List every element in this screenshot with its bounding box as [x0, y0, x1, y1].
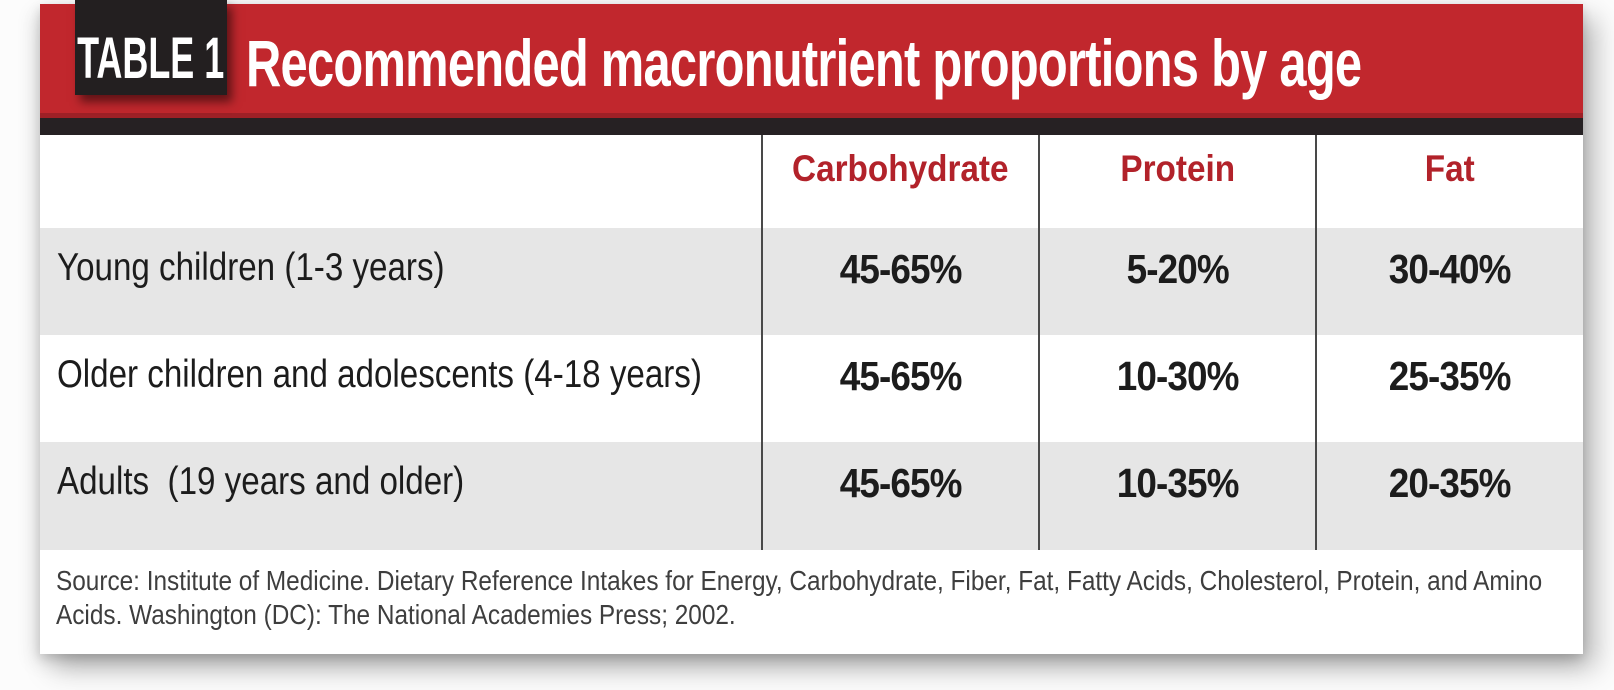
table-row: Older children and adolescents (4-18 yea… [40, 335, 1583, 442]
row-value-cell: 20-35% [1317, 442, 1583, 550]
data-table: Carbohydrate Protein Fat Young children … [40, 135, 1583, 550]
row-value-cell: 5-20% [1040, 228, 1317, 335]
table-row: Adults (19 years and older) 45-65% 10-35… [40, 442, 1583, 550]
row-value-cell: 30-40% [1317, 228, 1583, 335]
row-value: 10-30% [1116, 353, 1240, 399]
row-value-cell: 45-65% [763, 228, 1040, 335]
row-label-cell: Older children and adolescents (4-18 yea… [40, 335, 763, 442]
row-value-cell: 10-30% [1040, 335, 1317, 442]
row-value-cell: 45-65% [763, 442, 1040, 550]
row-value-cell: 25-35% [1317, 335, 1583, 442]
row-label: Adults (19 years and older) [57, 460, 465, 503]
row-value: 45-65% [839, 353, 963, 399]
source-line: Acids. Washington (DC): The National Aca… [56, 599, 736, 631]
header-cell-carbohydrate: Carbohydrate [763, 135, 1040, 228]
row-label-cell: Young children (1-3 years) [40, 228, 763, 335]
header-cell-protein: Protein [1040, 135, 1317, 228]
figure-title: Recommended macronutrient proportions by… [246, 26, 1362, 101]
row-label: Older children and adolescents (4-18 yea… [57, 353, 702, 396]
table-number-label: TABLE 1 [77, 26, 225, 91]
divider-strip [40, 118, 1583, 135]
banner-shade [40, 113, 1583, 118]
row-value: 5-20% [1126, 246, 1229, 292]
table-number-tag: TABLE 1 [75, 0, 227, 95]
header-cell-fat: Fat [1317, 135, 1583, 228]
table-header-row: Carbohydrate Protein Fat [40, 135, 1583, 228]
source-note: Source: Institute of Medicine. Dietary R… [40, 550, 1583, 633]
row-label: Young children (1-3 years) [57, 246, 445, 289]
row-value: 25-35% [1389, 353, 1512, 399]
row-value: 45-65% [839, 460, 963, 506]
row-value: 10-35% [1116, 460, 1240, 506]
row-value: 45-65% [839, 246, 963, 292]
row-value-cell: 45-65% [763, 335, 1040, 442]
column-header: Protein [1120, 148, 1235, 189]
row-label-cell: Adults (19 years and older) [40, 442, 763, 550]
title-banner: TABLE 1 Recommended macronutrient propor… [40, 0, 1583, 118]
row-value: 30-40% [1389, 246, 1512, 292]
table-row: Young children (1-3 years) 45-65% 5-20% … [40, 228, 1583, 335]
column-header: Fat [1425, 148, 1475, 189]
source-line: Source: Institute of Medicine. Dietary R… [56, 565, 1543, 596]
row-value: 20-35% [1389, 460, 1512, 506]
header-empty-cell [40, 135, 763, 228]
row-value-cell: 10-35% [1040, 442, 1317, 550]
column-header: Carbohydrate [792, 148, 1009, 189]
table-figure: TABLE 1 Recommended macronutrient propor… [40, 0, 1583, 654]
